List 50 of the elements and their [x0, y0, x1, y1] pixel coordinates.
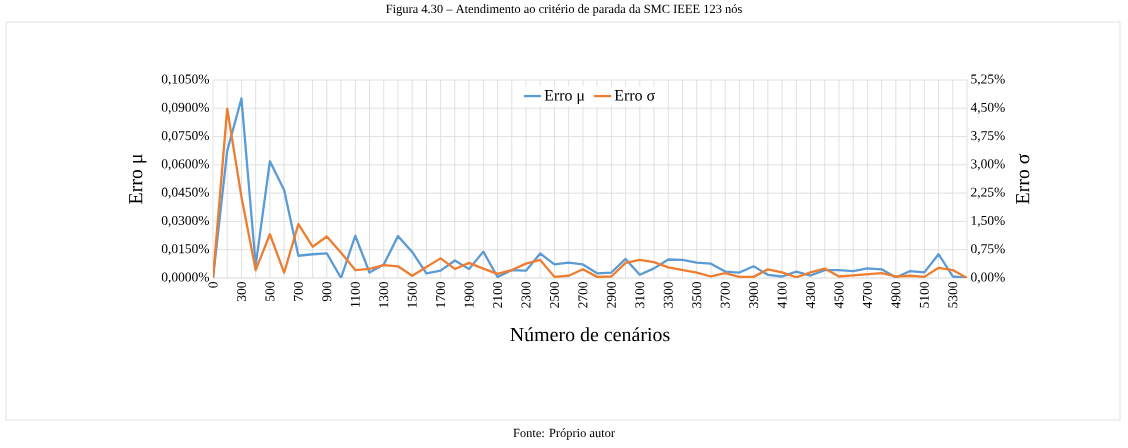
x-tick-label: 1500	[407, 282, 417, 308]
chart-title: Figura 4.30 – Atendimento ao critério de parada da SMC IEEE 123 nós	[386, 4, 742, 16]
x-tick-label: 300	[236, 282, 246, 302]
x-tick-label: 1100	[350, 282, 360, 307]
x-tick-label: 3900	[749, 282, 759, 308]
y-axis-title: Erro μ	[129, 154, 147, 204]
y2-tick-label: 5,25%	[971, 74, 1005, 86]
x-tick-label: 1900	[464, 282, 474, 308]
x-tick-label: 900	[322, 282, 332, 302]
x-tick-label: 4900	[891, 282, 901, 309]
x-tick-label: 1300	[379, 282, 389, 308]
x-tick-label: 5100	[919, 282, 929, 308]
x-tick-label: 4500	[834, 282, 844, 309]
x-axis-title: Número de cenários	[510, 327, 670, 342]
x-tick-label: 4700	[862, 282, 872, 309]
x-tick-label: 3500	[692, 282, 702, 308]
source-note: Fonte: Próprio autor	[513, 428, 615, 440]
y-tick-label: 0,1050%	[161, 74, 210, 86]
y-tick-label: 0,0150%	[161, 244, 210, 256]
x-tick-label: 3300	[663, 282, 673, 308]
x-tick-label: 2900	[606, 282, 616, 308]
x-tick-label: 2700	[578, 282, 588, 308]
y2-tick-label: 0,75%	[971, 244, 1005, 256]
y-tick-label: 0,0750%	[161, 131, 210, 143]
x-tick-label: 4100	[777, 282, 787, 309]
y2-tick-label: 1,50%	[971, 215, 1005, 227]
x-tick-label: 0	[208, 282, 218, 288]
y-tick-label: 0,0900%	[161, 102, 210, 114]
y2-tick-label: 3,75%	[971, 131, 1005, 143]
x-tick-label: 1700	[436, 282, 446, 308]
y-tick-label: 0,0000%	[161, 272, 210, 284]
x-tick-label: 2300	[521, 282, 531, 308]
legend-label: Erro σ	[614, 90, 655, 101]
x-tick-label: 3700	[720, 282, 730, 308]
x-tick-label: 2500	[549, 282, 559, 308]
y2-axis-title: Erro σ	[1016, 153, 1030, 204]
x-tick-label: 4300	[805, 282, 816, 309]
legend-label: Erro μ	[544, 90, 585, 104]
y2-tick-label: 3,00%	[971, 159, 1005, 171]
y-tick-label: 0,0600%	[161, 159, 210, 171]
y2-tick-label: 0,00%	[971, 272, 1005, 284]
y2-tick-label: 2,25%	[971, 187, 1005, 199]
y-tick-label: 0,0450%	[161, 187, 210, 199]
x-tick-label: 3100	[635, 282, 645, 308]
y2-tick-label: 4,50%	[970, 102, 1005, 114]
x-tick-label: 5300	[948, 282, 958, 308]
y-tick-label: 0,0300%	[161, 215, 210, 227]
x-tick-label: 2100	[492, 282, 503, 308]
x-tick-label: 500	[265, 282, 275, 301]
x-tick-label: 700	[293, 282, 303, 301]
